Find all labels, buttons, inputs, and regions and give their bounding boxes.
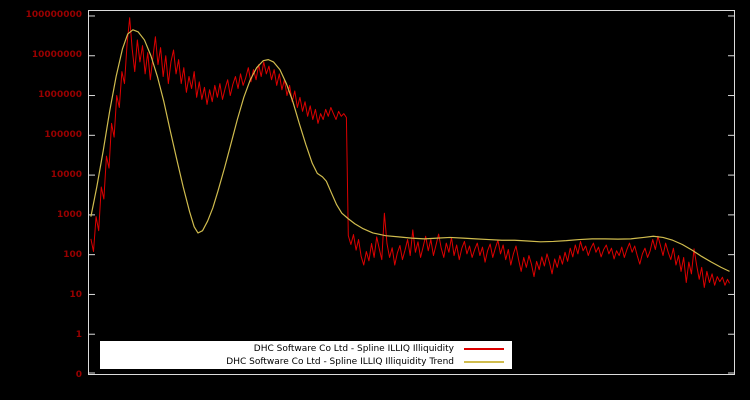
y-tick-label: 1000 [56, 210, 82, 220]
legend-line-sample-illiq [464, 347, 504, 350]
y-tick-label: 0 [75, 370, 82, 380]
legend-row-trend: DHC Software Co Ltd - Spline ILLIQ Illiq… [104, 355, 504, 368]
y-tick-label: 10000000 [31, 50, 82, 60]
y-tick-label: 10 [69, 290, 82, 300]
y-tick-label: 100000000 [25, 10, 82, 20]
y-tick-label: 1 [75, 330, 82, 340]
legend: DHC Software Co Ltd - Spline ILLIQ Illiq… [100, 341, 512, 369]
trend-series-line [90, 29, 730, 272]
plot-svg [89, 15, 734, 374]
y-tick-label: 1000000 [38, 90, 82, 100]
legend-line-sample-trend [464, 360, 504, 363]
plot-area [88, 10, 735, 375]
y-tick-label: 100000 [44, 130, 82, 140]
legend-label-trend: DHC Software Co Ltd - Spline ILLIQ Illiq… [226, 356, 454, 367]
y-tick-label: 100 [63, 250, 82, 260]
legend-label-illiq: DHC Software Co Ltd - Spline ILLIQ Illiq… [253, 343, 454, 354]
y-axis: 100000000 10000000 1000000 100000 10000 1000 1… [0, 0, 86, 400]
legend-row-illiq: DHC Software Co Ltd - Spline ILLIQ Illiq… [104, 342, 504, 355]
illiq-series-line [90, 17, 730, 288]
y-tick-label: 10000 [50, 170, 82, 180]
